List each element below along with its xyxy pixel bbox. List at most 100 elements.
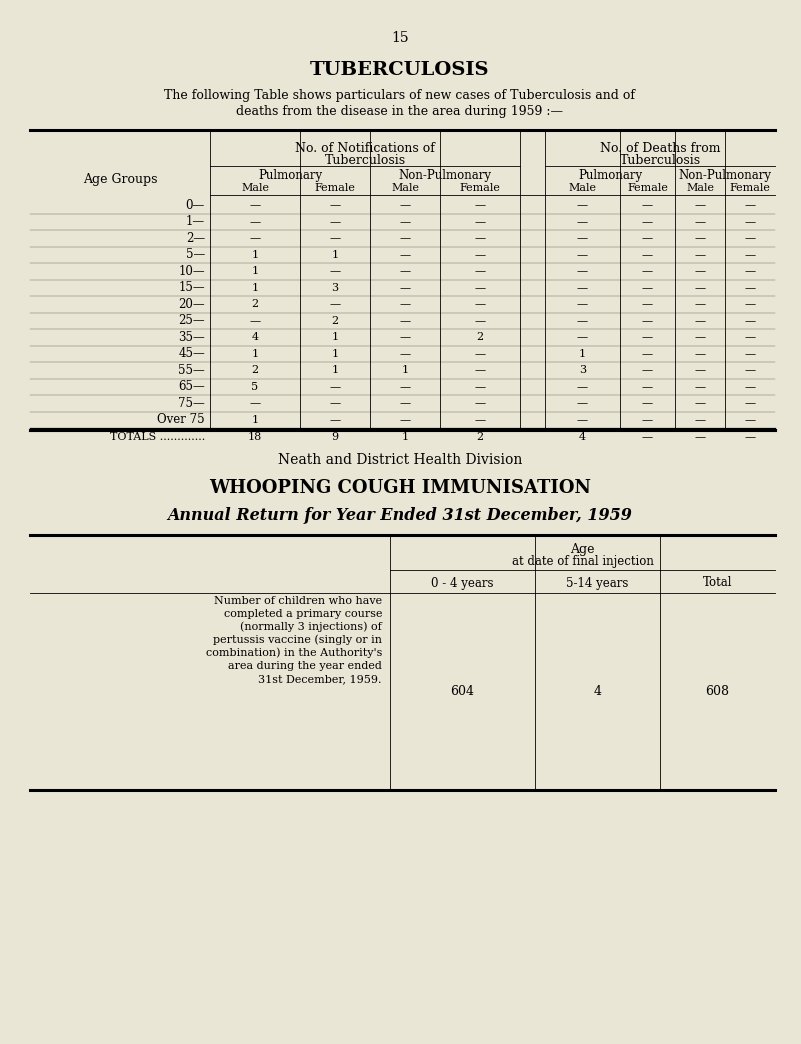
Text: 18: 18 xyxy=(248,432,262,442)
Text: —: — xyxy=(642,432,653,442)
Text: Male: Male xyxy=(569,183,597,193)
Text: —: — xyxy=(694,414,706,425)
Text: 1: 1 xyxy=(332,332,339,342)
Text: WHOOPING COUGH IMMUNISATION: WHOOPING COUGH IMMUNISATION xyxy=(209,479,591,497)
Text: —: — xyxy=(744,382,755,392)
Text: at date of final injection: at date of final injection xyxy=(512,554,654,568)
Text: —: — xyxy=(744,332,755,342)
Text: 604: 604 xyxy=(450,685,474,698)
Text: —: — xyxy=(474,365,485,375)
Text: 1: 1 xyxy=(252,349,259,359)
Text: 2—: 2— xyxy=(186,232,205,244)
Text: Female: Female xyxy=(315,183,356,193)
Text: 65—: 65— xyxy=(179,380,205,394)
Text: Tuberculosis: Tuberculosis xyxy=(324,153,405,166)
Text: 5—: 5— xyxy=(186,248,205,261)
Text: 2: 2 xyxy=(332,315,339,326)
Text: 1: 1 xyxy=(252,414,259,425)
Text: 3: 3 xyxy=(332,283,339,292)
Text: 15—: 15— xyxy=(179,281,205,294)
Text: —: — xyxy=(577,217,588,227)
Text: —: — xyxy=(329,266,340,277)
Text: —: — xyxy=(744,250,755,260)
Text: area during the year ended: area during the year ended xyxy=(228,661,382,671)
Text: 4: 4 xyxy=(579,432,586,442)
Text: —: — xyxy=(642,250,653,260)
Text: —: — xyxy=(400,250,411,260)
Text: —: — xyxy=(329,398,340,408)
Text: —: — xyxy=(474,283,485,292)
Text: —: — xyxy=(694,250,706,260)
Text: —: — xyxy=(577,398,588,408)
Text: —: — xyxy=(694,266,706,277)
Text: 5: 5 xyxy=(252,382,259,392)
Text: —: — xyxy=(400,233,411,243)
Text: —: — xyxy=(694,432,706,442)
Text: —: — xyxy=(642,217,653,227)
Text: —: — xyxy=(642,300,653,309)
Text: —: — xyxy=(474,250,485,260)
Text: —: — xyxy=(577,266,588,277)
Text: 25—: 25— xyxy=(179,314,205,327)
Text: —: — xyxy=(329,300,340,309)
Text: 0—: 0— xyxy=(186,198,205,212)
Text: Number of children who have: Number of children who have xyxy=(214,596,382,606)
Text: 10—: 10— xyxy=(179,265,205,278)
Text: 4: 4 xyxy=(594,685,602,698)
Text: 1: 1 xyxy=(579,349,586,359)
Text: 45—: 45— xyxy=(179,348,205,360)
Text: 2: 2 xyxy=(477,432,484,442)
Text: —: — xyxy=(694,332,706,342)
Text: —: — xyxy=(329,200,340,210)
Text: 0 - 4 years: 0 - 4 years xyxy=(431,576,493,590)
Text: 35—: 35— xyxy=(179,331,205,343)
Text: —: — xyxy=(744,200,755,210)
Text: —: — xyxy=(400,332,411,342)
Text: Non-Pulmonary: Non-Pulmonary xyxy=(399,168,492,182)
Text: —: — xyxy=(249,200,260,210)
Text: —: — xyxy=(577,382,588,392)
Text: —: — xyxy=(400,349,411,359)
Text: —: — xyxy=(329,414,340,425)
Text: —: — xyxy=(577,233,588,243)
Text: Female: Female xyxy=(730,183,771,193)
Text: —: — xyxy=(642,365,653,375)
Text: TOTALS .............: TOTALS ............. xyxy=(110,432,205,442)
Text: —: — xyxy=(642,398,653,408)
Text: —: — xyxy=(474,217,485,227)
Text: —: — xyxy=(400,217,411,227)
Text: —: — xyxy=(642,349,653,359)
Text: —: — xyxy=(400,315,411,326)
Text: —: — xyxy=(642,233,653,243)
Text: 31st December, 1959.: 31st December, 1959. xyxy=(259,674,382,684)
Text: —: — xyxy=(694,349,706,359)
Text: Tuberculosis: Tuberculosis xyxy=(619,153,701,166)
Text: —: — xyxy=(642,332,653,342)
Text: Over 75: Over 75 xyxy=(157,413,205,426)
Text: 1: 1 xyxy=(332,250,339,260)
Text: pertussis vaccine (singly or in: pertussis vaccine (singly or in xyxy=(213,635,382,645)
Text: —: — xyxy=(744,266,755,277)
Text: —: — xyxy=(249,233,260,243)
Text: —: — xyxy=(249,398,260,408)
Text: —: — xyxy=(329,382,340,392)
Text: —: — xyxy=(400,200,411,210)
Text: Total: Total xyxy=(702,576,732,590)
Text: 2: 2 xyxy=(252,300,259,309)
Text: —: — xyxy=(642,200,653,210)
Text: —: — xyxy=(400,382,411,392)
Text: completed a primary course: completed a primary course xyxy=(223,609,382,619)
Text: —: — xyxy=(744,365,755,375)
Text: 75—: 75— xyxy=(179,397,205,409)
Text: —: — xyxy=(694,365,706,375)
Text: —: — xyxy=(694,233,706,243)
Text: —: — xyxy=(642,266,653,277)
Text: —: — xyxy=(474,200,485,210)
Text: 55—: 55— xyxy=(179,363,205,377)
Text: Neath and District Health Division: Neath and District Health Division xyxy=(278,453,522,467)
Text: —: — xyxy=(694,382,706,392)
Text: Age: Age xyxy=(570,543,595,555)
Text: —: — xyxy=(744,398,755,408)
Text: TUBERCULOSIS: TUBERCULOSIS xyxy=(310,61,489,79)
Text: 1: 1 xyxy=(332,349,339,359)
